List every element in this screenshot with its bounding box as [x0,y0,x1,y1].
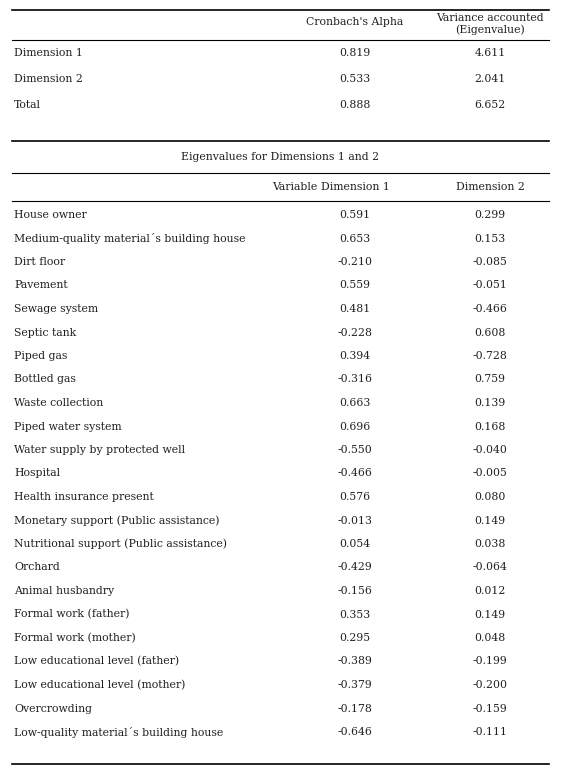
Text: Dimension 2: Dimension 2 [14,74,83,84]
Text: 0.559: 0.559 [339,280,370,290]
Text: -0.316: -0.316 [338,374,373,384]
Text: -0.728: -0.728 [472,351,508,361]
Text: -0.064: -0.064 [472,562,508,572]
Text: Low-quality material´s building house: Low-quality material´s building house [14,727,223,738]
Text: -0.646: -0.646 [338,727,373,737]
Text: 0.533: 0.533 [339,74,371,84]
Text: 0.591: 0.591 [339,210,371,220]
Text: 0.168: 0.168 [474,421,505,431]
Text: 0.353: 0.353 [339,609,371,619]
Text: Eigenvalues for Dimensions 1 and 2: Eigenvalues for Dimensions 1 and 2 [181,152,380,162]
Text: Overcrowding: Overcrowding [14,703,92,713]
Text: 4.611: 4.611 [475,48,505,58]
Text: -0.466: -0.466 [472,304,508,314]
Text: -0.199: -0.199 [472,656,507,666]
Text: -0.379: -0.379 [338,680,373,690]
Text: Variance accounted: Variance accounted [436,13,544,23]
Text: 0.048: 0.048 [475,633,505,643]
Text: House owner: House owner [14,210,87,220]
Text: -0.550: -0.550 [338,445,373,455]
Text: 0.608: 0.608 [474,327,505,337]
Text: 0.012: 0.012 [474,586,505,596]
Text: 2.041: 2.041 [475,74,505,84]
Text: -0.040: -0.040 [472,445,508,455]
Text: Dimension 2: Dimension 2 [456,182,525,192]
Text: Nutritional support (Public assistance): Nutritional support (Public assistance) [14,539,227,550]
Text: Total: Total [14,100,41,110]
Text: 0.149: 0.149 [475,515,505,525]
Text: Health insurance present: Health insurance present [14,492,154,502]
Text: 0.080: 0.080 [474,492,505,502]
Text: -0.466: -0.466 [338,468,373,478]
Text: -0.051: -0.051 [472,280,508,290]
Text: 0.139: 0.139 [475,398,505,408]
Text: -0.429: -0.429 [338,562,373,572]
Text: Dimension 1: Dimension 1 [320,182,389,192]
Text: Medium-quality material´s building house: Medium-quality material´s building house [14,233,246,244]
Text: -0.159: -0.159 [472,703,507,713]
Text: 0.299: 0.299 [475,210,505,220]
Text: Pavement: Pavement [14,280,68,290]
Text: Dimension 1: Dimension 1 [14,48,83,58]
Text: (Eigenvalue): (Eigenvalue) [455,25,525,35]
Text: -0.111: -0.111 [472,727,508,737]
Text: Bottled gas: Bottled gas [14,374,76,384]
Text: 0.696: 0.696 [339,421,371,431]
Text: Orchard: Orchard [14,562,60,572]
Text: 0.054: 0.054 [339,539,371,549]
Text: 0.394: 0.394 [339,351,371,361]
Text: Hospital: Hospital [14,468,60,478]
Text: -0.178: -0.178 [338,703,373,713]
Text: -0.210: -0.210 [338,257,373,267]
Text: Piped gas: Piped gas [14,351,67,361]
Text: 0.153: 0.153 [475,233,505,244]
Text: Sewage system: Sewage system [14,304,98,314]
Text: 0.653: 0.653 [339,233,371,244]
Text: Formal work (mother): Formal work (mother) [14,633,136,643]
Text: Dirt floor: Dirt floor [14,257,65,267]
Text: 0.149: 0.149 [475,609,505,619]
Text: 6.652: 6.652 [475,100,505,110]
Text: Animal husbandry: Animal husbandry [14,586,114,596]
Text: 0.663: 0.663 [339,398,371,408]
Text: 0.888: 0.888 [339,100,371,110]
Text: -0.005: -0.005 [472,468,508,478]
Text: 0.038: 0.038 [474,539,505,549]
Text: Low educational level (mother): Low educational level (mother) [14,680,185,690]
Text: Waste collection: Waste collection [14,398,103,408]
Text: Piped water system: Piped water system [14,421,122,431]
Text: Low educational level (father): Low educational level (father) [14,656,179,666]
Text: -0.085: -0.085 [472,257,508,267]
Text: -0.200: -0.200 [472,680,508,690]
Text: -0.228: -0.228 [338,327,373,337]
Text: 0.759: 0.759 [475,374,505,384]
Text: Cronbach's Alpha: Cronbach's Alpha [306,17,403,27]
Text: 0.819: 0.819 [339,48,371,58]
Text: Septic tank: Septic tank [14,327,76,337]
Text: Formal work (father): Formal work (father) [14,609,130,619]
Text: 0.576: 0.576 [339,492,371,502]
Text: -0.013: -0.013 [338,515,373,525]
Text: Variable: Variable [273,182,318,192]
Text: -0.389: -0.389 [338,656,373,666]
Text: 0.295: 0.295 [339,633,371,643]
Text: -0.156: -0.156 [338,586,373,596]
Text: 0.481: 0.481 [339,304,371,314]
Text: Water supply by protected well: Water supply by protected well [14,445,185,455]
Text: Monetary support (Public assistance): Monetary support (Public assistance) [14,515,219,525]
